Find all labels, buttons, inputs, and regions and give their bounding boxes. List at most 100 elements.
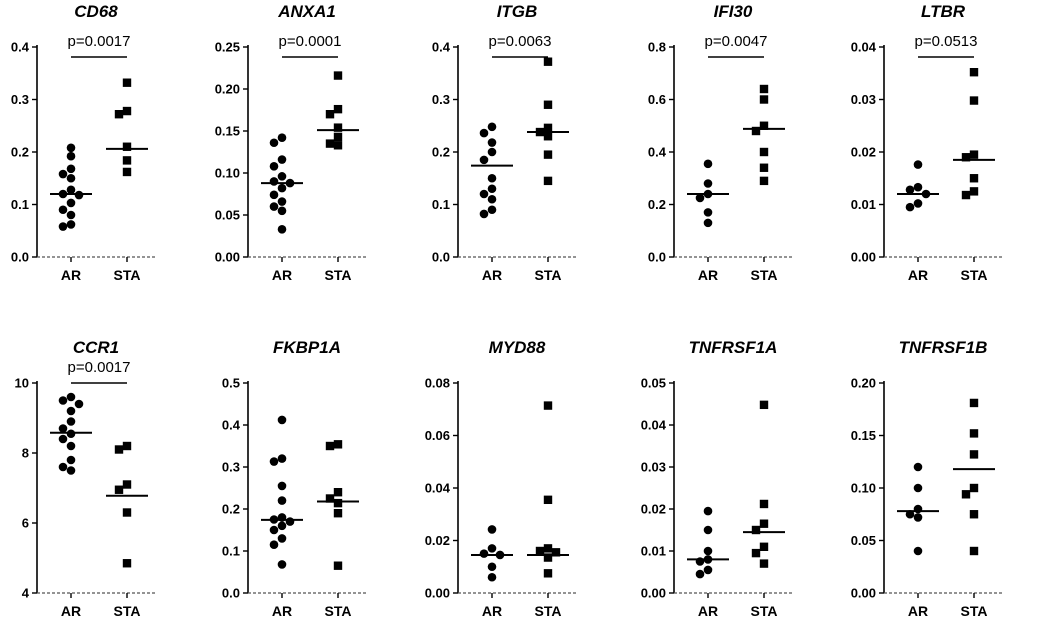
data-point-sta: [551, 548, 561, 557]
x-tick-label: AR: [908, 603, 928, 619]
y-tick-label: 8: [22, 446, 29, 461]
panel-title: IFI30: [714, 2, 753, 21]
data-point-ar: [703, 546, 713, 556]
data-point-ar: [277, 224, 287, 234]
data-point-sta: [759, 176, 769, 186]
data-point-ar: [66, 210, 76, 220]
data-point-sta: [751, 126, 761, 136]
p-value-label: p=0.0001: [279, 33, 342, 50]
panel-ifi30: IFI30 0.0 0.2 0.4 0.6 0.8 AR STA p=0.0047: [648, 2, 792, 283]
data-point-ar: [66, 406, 76, 416]
data-point-ar: [277, 206, 287, 216]
y-tick-label: 0.00: [851, 586, 876, 601]
data-point-sta: [122, 508, 132, 517]
x-tick-label: AR: [908, 267, 928, 283]
data-point-ar: [703, 179, 713, 188]
data-point-sta: [759, 542, 769, 551]
data-point-ar: [66, 198, 76, 208]
y-tick-label: 0.04: [851, 40, 877, 55]
data-point-sta: [969, 150, 979, 159]
panel-ccr1: CCR1 4 6 8 10 AR STA p=0.0017: [15, 338, 155, 619]
panel-title: ANXA1: [277, 2, 336, 21]
p-value-label: p=0.0063: [489, 33, 552, 50]
data-point-ar: [269, 525, 279, 535]
data-point-ar: [58, 222, 68, 231]
data-point-sta: [122, 142, 132, 151]
data-point-ar: [66, 441, 76, 451]
data-point-ar: [66, 173, 76, 183]
data-point-sta: [543, 57, 553, 66]
data-point-ar: [479, 155, 489, 165]
data-point-ar: [269, 457, 279, 466]
data-point-sta: [325, 139, 335, 148]
data-point-sta: [759, 121, 769, 130]
data-point-ar: [66, 185, 76, 195]
data-point-ar: [66, 455, 76, 465]
y-tick-label: 0.8: [648, 40, 666, 55]
y-tick-label: 0.08: [425, 376, 450, 391]
x-tick-label: STA: [325, 267, 352, 283]
data-point-sta: [333, 561, 343, 570]
p-value-label: p=0.0513: [915, 33, 978, 50]
data-point-sta: [969, 96, 979, 105]
y-tick-label: 0.1: [222, 544, 240, 559]
data-point-sta: [122, 480, 132, 489]
panel-ltbr: LTBR 0.00 0.01 0.02 0.03 0.04 AR STA p=0.0513: [851, 2, 1002, 283]
data-point-sta: [122, 106, 132, 116]
data-point-ar: [58, 462, 68, 472]
data-point-sta: [759, 95, 769, 104]
x-tick-label: STA: [961, 603, 988, 619]
data-point-ar: [487, 173, 497, 183]
data-point-sta: [122, 559, 132, 568]
data-point-sta: [969, 510, 979, 519]
data-point-sta: [969, 483, 979, 493]
data-point-ar: [913, 160, 923, 169]
data-point-ar: [479, 549, 489, 558]
data-point-ar: [479, 189, 489, 199]
data-point-ar: [66, 220, 76, 229]
data-point-ar: [277, 521, 287, 531]
y-tick-label: 0.1: [11, 197, 29, 212]
data-point-ar: [277, 155, 287, 164]
x-tick-label: AR: [61, 603, 81, 619]
data-point-sta: [759, 559, 769, 568]
data-point-sta: [969, 398, 979, 408]
x-tick-label: STA: [325, 603, 352, 619]
panel-title: CD68: [74, 2, 118, 21]
data-point-sta: [969, 546, 979, 556]
y-tick-label: 0.25: [215, 40, 240, 55]
data-point-ar: [58, 169, 68, 179]
data-point-ar: [703, 565, 713, 575]
y-tick-label: 0.00: [641, 586, 666, 601]
y-tick-label: 0.01: [641, 544, 666, 559]
data-point-sta: [325, 441, 335, 451]
panel-title: FKBP1A: [273, 338, 341, 357]
data-point-sta: [969, 450, 979, 459]
y-tick-label: 0.02: [851, 145, 876, 160]
data-point-sta: [759, 163, 769, 172]
data-point-sta: [543, 495, 553, 505]
data-point-ar: [269, 540, 279, 549]
y-tick-label: 0.0: [432, 250, 450, 265]
data-point-ar: [66, 466, 76, 475]
y-tick-label: 0.2: [648, 197, 666, 212]
y-tick-label: 0.00: [851, 250, 876, 265]
data-point-ar: [66, 392, 76, 402]
panel-cd68: CD68 0.0 0.1 0.2 0.3 0.4 AR STA p=0.0017: [11, 2, 155, 283]
y-tick-label: 0.2: [11, 145, 29, 160]
data-point-ar: [913, 462, 923, 472]
data-point-ar: [269, 161, 279, 171]
data-point-ar: [277, 496, 287, 505]
y-tick-label: 0.1: [432, 197, 450, 212]
panel-itgb: ITGB 0.0 0.1 0.2 0.3 0.4 AR STA p=0.0063: [432, 2, 576, 283]
x-tick-label: AR: [698, 603, 718, 619]
data-point-sta: [751, 548, 761, 558]
data-point-sta: [961, 153, 971, 162]
data-point-ar: [487, 138, 497, 147]
data-point-ar: [703, 218, 713, 228]
y-tick-label: 0.20: [851, 376, 876, 391]
data-point-ar: [487, 525, 497, 534]
x-tick-label: AR: [61, 267, 81, 283]
x-tick-label: STA: [535, 603, 562, 619]
data-point-ar: [905, 202, 915, 212]
